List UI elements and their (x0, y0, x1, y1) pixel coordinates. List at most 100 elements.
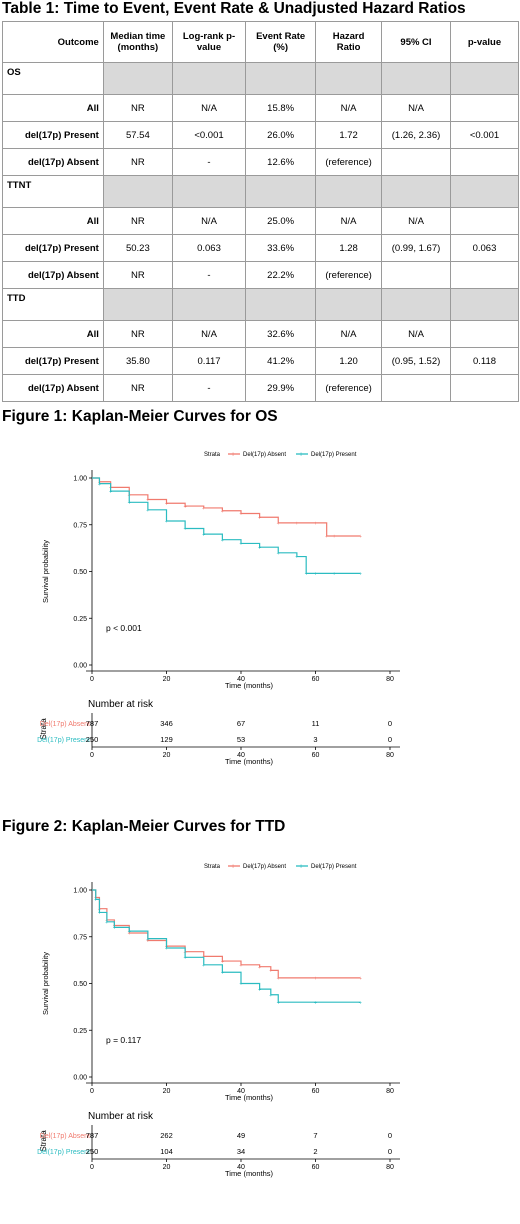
header-outcome: Outcome (2, 21, 104, 63)
risk-count: 2 (313, 1147, 317, 1156)
p-value-label: p = 0.117 (106, 1035, 141, 1045)
risk-row-label: Del(17p) Present (37, 737, 90, 744)
row-label: All (2, 320, 104, 348)
table-cell (380, 374, 451, 402)
legend-title: Strata (204, 452, 221, 458)
legend-swatch-marker: + (231, 451, 235, 458)
risk-x-tick-label: 20 (163, 752, 171, 759)
table-section-row: OS (2, 62, 520, 95)
table-cell: - (171, 374, 247, 402)
section-fill-cell (171, 288, 247, 321)
censor-mark: + (184, 527, 187, 533)
legend-swatch-marker: + (299, 451, 303, 458)
row-label: del(17p) Absent (2, 261, 104, 289)
table-cell: 0.063 (449, 234, 520, 262)
table-cell: - (171, 148, 247, 176)
censor-mark: + (314, 521, 317, 527)
risk-count: 49 (237, 1131, 245, 1140)
censor-mark: + (221, 959, 224, 965)
row-label: del(17p) Present (2, 347, 104, 375)
censor-mark: + (146, 508, 149, 514)
censor-mark: + (98, 482, 101, 488)
x-tick-label: 60 (312, 676, 320, 683)
risk-x-tick-label: 80 (386, 1164, 394, 1171)
y-tick-label: 0.75 (73, 522, 87, 529)
y-axis-label: Survival probability (41, 952, 50, 1015)
censor-mark: + (239, 963, 242, 969)
censor-mark: + (221, 509, 224, 515)
table-cell: 35.80 (102, 347, 173, 375)
risk-count: 262 (160, 1131, 173, 1140)
y-tick-label: 0.00 (73, 663, 87, 670)
table-body: OS All NR N/A 15.8% N/A N/A del(17p) Present 57.… (2, 62, 520, 402)
censor-mark: + (277, 551, 280, 557)
censor-mark: + (359, 1000, 362, 1006)
table-cell (449, 207, 520, 235)
censor-mark: + (128, 929, 131, 935)
survival-curve-1 (92, 477, 361, 574)
x-tick-label: 20 (163, 676, 171, 683)
risk-count: 129 (160, 735, 173, 744)
censor-mark: + (202, 963, 205, 969)
table-cell (380, 148, 451, 176)
risk-x-tick-label: 40 (237, 752, 245, 759)
table-cell (449, 148, 520, 176)
section-fill-cell (245, 288, 317, 321)
table-cell: (1.26, 2.36) (380, 121, 451, 149)
censor-mark: + (258, 515, 261, 521)
risk-count: 67 (237, 719, 245, 728)
table-row: All NR N/A 32.6% N/A N/A (2, 320, 520, 348)
section-fill-cell (449, 288, 520, 321)
censor-mark: + (258, 987, 261, 993)
row-label: del(17p) Present (2, 234, 104, 262)
table-cell: NR (102, 94, 173, 122)
legend-title: Strata (204, 864, 221, 870)
table-cell: N/A (380, 207, 451, 235)
censor-mark: + (146, 937, 149, 943)
table-cell: - (171, 261, 247, 289)
risk-x-tick-label: 80 (386, 752, 394, 759)
table-cell: 0.117 (171, 347, 247, 375)
section-fill-cell (315, 62, 382, 95)
risk-count: 0 (388, 1131, 392, 1140)
table-cell: N/A (315, 320, 382, 348)
risk-row-label: Del(17p) Absent (40, 721, 90, 728)
table-cell: NR (102, 207, 173, 235)
censor-mark: + (239, 982, 242, 988)
risk-count: 34 (237, 1147, 245, 1156)
table-cell: 57.54 (102, 121, 173, 149)
header-p-value: p-value (449, 21, 520, 63)
censor-mark: + (314, 976, 317, 982)
section-fill-cell (245, 175, 317, 208)
section-fill-cell (102, 288, 173, 321)
figure-2-heading: Figure 2: Kaplan-Meier Curves for TTD (2, 818, 286, 835)
table-cell: NR (102, 320, 173, 348)
risk-count: 104 (160, 1147, 173, 1156)
censor-mark: + (295, 555, 298, 561)
censor-mark: + (333, 534, 336, 540)
table-row: del(17p) Present 57.54 <0.001 26.0% 1.72 (1.2… (2, 121, 520, 149)
censor-mark: + (258, 965, 261, 971)
risk-x-tick-label: 0 (90, 752, 94, 759)
risk-table-strata-label: Strata (39, 1130, 48, 1152)
table-cell: 33.6% (245, 234, 317, 262)
figure-1-heading: Figure 1: Kaplan-Meier Curves for OS (2, 408, 278, 425)
section-fill-cell (380, 175, 451, 208)
censor-mark: + (314, 572, 317, 578)
censor-mark: + (165, 946, 168, 952)
risk-count: 346 (160, 719, 173, 728)
results-table: Outcome Median time (months) Log-rank p-… (2, 21, 520, 402)
table-cell: NR (102, 261, 173, 289)
risk-count: 53 (237, 735, 245, 744)
section-label: OS (2, 62, 104, 95)
table-cell: (0.95, 1.52) (380, 347, 451, 375)
x-tick-label: 0 (90, 676, 94, 683)
p-value-label: p < 0.001 (106, 623, 142, 633)
risk-x-tick-label: 60 (312, 752, 320, 759)
table-cell: 1.72 (315, 121, 382, 149)
table-row: All NR N/A 15.8% N/A N/A (2, 94, 520, 122)
km-plot-os: Strata + Del(17p) Absent + Del(17p) Present 0… (0, 440, 520, 780)
table-cell: NR (102, 148, 173, 176)
y-tick-label: 0.25 (73, 616, 87, 623)
table-cell: 1.28 (315, 234, 382, 262)
